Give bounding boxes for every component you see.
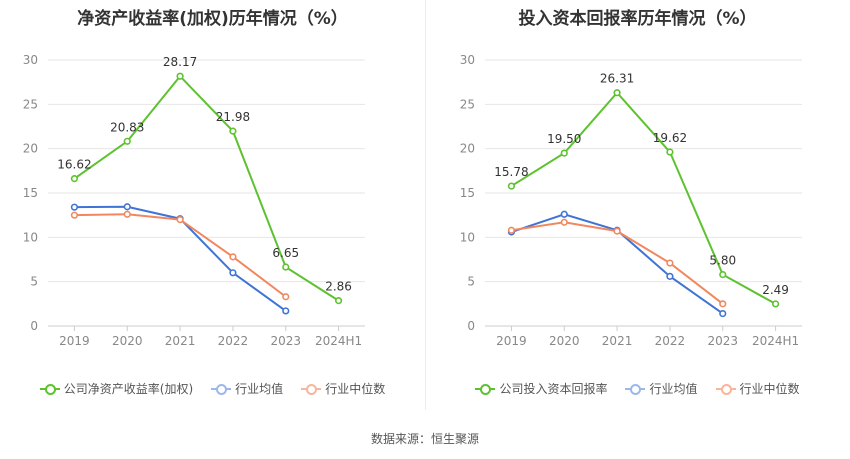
industry-average-series-point [282,307,290,315]
data-label: 15.78 [494,165,528,179]
industry-median-series-point [70,211,79,219]
data-label: 2.49 [762,283,789,297]
legend-line-marker-icon [625,383,646,395]
x-tick-label: 2024H1 [315,334,362,348]
legend-item-company[interactable]: 公司净资产收益率(加权) [39,380,194,397]
y-tick-label: 30 [23,53,38,67]
y-tick-label: 10 [23,230,38,244]
y-tick-label: 5 [467,275,475,289]
legend-label: 行业均值 [649,382,698,396]
legend-line-marker-icon [715,383,736,395]
company-series-point [613,89,621,97]
roic-line-chart: 0 5 10 15 20 25 30 2019 2020 2021 2022 2023 2024H1 15… [460,53,802,348]
legend-item-industry-median[interactable]: 行业中位数 [715,380,800,397]
y-tick-label: 20 [23,142,38,156]
legend-line-marker-icon [39,383,60,395]
data-label: 19.50 [547,132,581,146]
company-series-point [123,137,131,145]
y-tick-label: 15 [460,186,475,200]
industry-median-series-point [123,210,131,218]
x-tick-label: 2022 [655,334,686,348]
data-label: 19.62 [653,131,687,145]
y-tick-label: 25 [23,97,38,111]
industry-median-series-point [560,218,568,226]
company-series-point [282,263,290,271]
roic-chart-panel: 投入资本回报率历年情况（%） 0 5 10 15 20 25 30 2019 2020 2021 2… [425,0,850,420]
x-tick-label: 2021 [165,334,196,348]
legend-label: 公司投入资本回报率 [499,382,608,396]
industry-average-series-point [719,309,727,318]
legend-item-industry-median[interactable]: 行业中位数 [301,380,385,397]
legend-item-industry-average[interactable]: 行业均值 [211,380,283,397]
company-series-point [719,270,727,279]
data-source-note: 数据来源：恒生聚源 [370,432,479,446]
data-label: 16.62 [57,158,91,172]
y-tick-label: 20 [460,142,475,156]
industry-average-series-point [229,269,237,277]
x-tick-label: 2024H1 [752,334,799,348]
x-tick-label: 2020 [112,334,143,348]
industry-average-series-point [666,272,674,280]
chart-title: 净资产收益率(加权)历年情况（%） [77,9,348,29]
x-tick-label: 2023 [270,334,301,348]
y-tick-label: 0 [467,319,475,333]
industry-median-series-point [613,227,621,235]
legend-label: 行业均值 [235,382,284,396]
y-tick-label: 10 [460,230,475,244]
industry-median-series-point [282,293,290,301]
roe-chart-panel: 净资产收益率(加权)历年情况（%） 0 5 10 15 20 25 30 2019 2020 20… [0,0,425,420]
company-series-point [666,148,674,156]
company-series-line [73,74,340,302]
x-tick-label: 2020 [549,334,580,348]
industry-median-series-point [666,259,674,267]
company-series-point [176,72,184,80]
company-series-point [334,297,343,305]
legend-line-marker-icon [301,383,322,395]
company-series-line [510,91,777,305]
industry-average-series-point [123,203,131,211]
data-label: 2.86 [325,280,352,294]
data-label: 5.80 [709,254,736,268]
y-tick-label: 5 [30,275,38,289]
x-tick-label: 2019 [496,334,527,348]
legend-label: 公司净资产收益率(加权) [63,382,194,396]
y-tick-label: 25 [460,97,475,111]
industry-average-series-point [70,203,79,211]
chart-legend: 公司净资产收益率(加权) 行业均值 行业中位数 [0,380,425,397]
legend-line-marker-icon [475,383,496,395]
x-tick-label: 2022 [218,334,249,348]
industry-median-series-point [507,226,516,234]
company-series-point [70,175,79,183]
legend-item-industry-average[interactable]: 行业均值 [625,380,698,397]
y-tick-label: 30 [460,53,475,67]
x-tick-label: 2019 [59,334,90,348]
industry-average-series-point [560,210,568,218]
data-label: 21.98 [216,110,250,124]
roe-line-chart: 0 5 10 15 20 25 30 2019 2020 2021 2022 2023 2024H1 16… [23,53,365,348]
legend-line-marker-icon [211,383,232,395]
company-series-point [229,127,237,135]
y-tick-label: 0 [30,319,38,333]
legend-item-company[interactable]: 公司投入资本回报率 [475,380,607,397]
industry-median-series-point [176,216,184,224]
industry-median-series-line [74,213,287,298]
data-label: 20.83 [110,120,144,134]
legend-label: 行业中位数 [739,382,800,396]
industry-median-series-point [719,300,727,308]
data-label: 6.65 [272,246,299,260]
y-tick-label: 15 [23,186,38,200]
company-series-point [771,300,780,308]
company-series-point [560,149,568,157]
data-label: 26.31 [600,72,634,86]
x-tick-label: 2021 [602,334,633,348]
panel-divider [425,0,426,410]
data-label: 28.17 [163,55,197,69]
x-tick-label: 2023 [707,334,738,348]
chart-legend: 公司投入资本回报率 行业均值 行业中位数 [425,380,850,397]
industry-median-series-point [229,253,237,261]
chart-title: 投入资本回报率历年情况（%） [518,9,757,29]
legend-label: 行业中位数 [325,382,386,396]
company-series-point [507,182,516,190]
